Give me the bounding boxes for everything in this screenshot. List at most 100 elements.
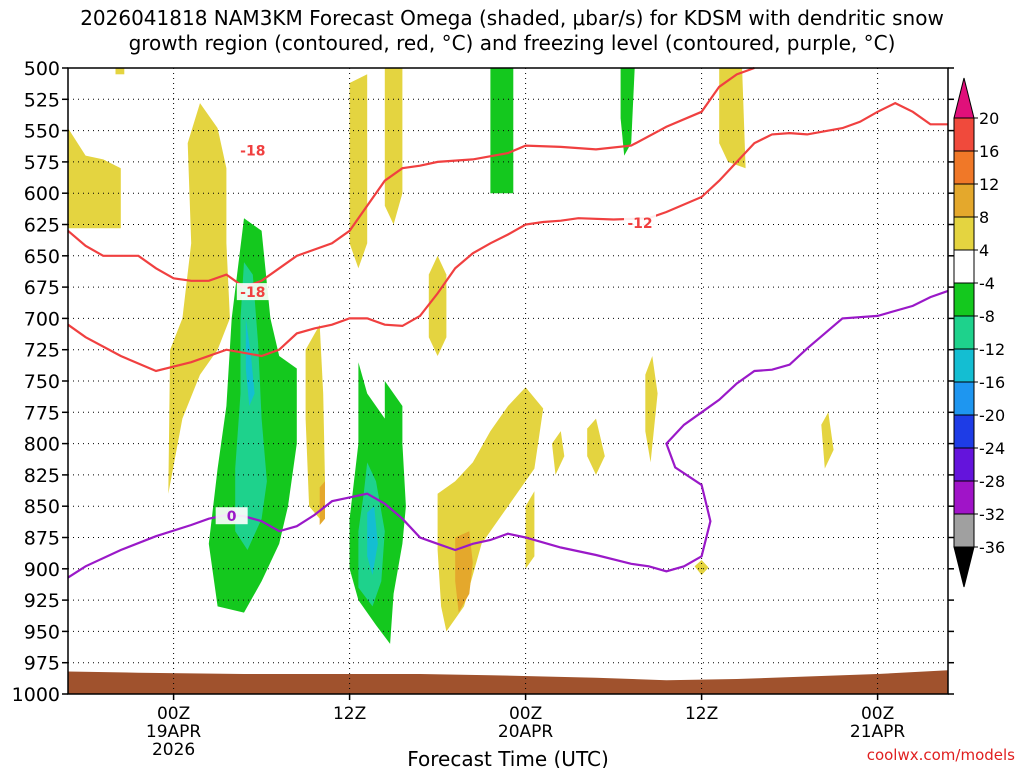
colorbar-swatch	[953, 117, 975, 152]
colorbar-label: -36	[979, 538, 1005, 557]
contour-line-2	[67, 101, 948, 373]
x-tick-label: 00Z	[157, 704, 190, 724]
omega-region-11	[645, 356, 658, 463]
omega-region-0	[68, 128, 121, 229]
omega-region-9	[525, 491, 535, 569]
contour-label-bg	[236, 141, 269, 159]
colorbar-swatch	[953, 480, 975, 515]
omega-region-14	[694, 560, 709, 576]
omega-region-13	[719, 68, 746, 169]
colorbar-label: -24	[979, 439, 1005, 458]
x-tick-label: 2026	[152, 740, 195, 760]
omega-region-19	[235, 262, 267, 550]
credit-text: coolwx.com/models	[867, 746, 1015, 764]
x-tick-label: 20APR	[498, 722, 554, 742]
omega-region-22	[367, 506, 378, 576]
y-tick-label: 675	[24, 277, 60, 299]
y-tick-label: 575	[24, 152, 60, 174]
omega-region-3	[349, 74, 368, 269]
y-tick-label: 650	[24, 246, 60, 268]
colorbar-label: 4	[979, 241, 989, 260]
y-tick-label: 925	[24, 590, 60, 612]
y-tick-label: 950	[24, 621, 60, 643]
y-tick-label: 750	[24, 371, 60, 393]
colorbar-swatch	[953, 282, 975, 317]
omega-region-23	[455, 531, 473, 613]
omega-region-6	[428, 255, 447, 356]
contour-label-bg	[624, 214, 656, 232]
colorbar-swatch	[953, 249, 975, 284]
colorbar-swatch	[953, 414, 975, 449]
contour-layer: -18 -18 -12 0	[67, 66, 949, 579]
colorbar-label: 12	[979, 175, 999, 194]
omega-region-4	[384, 68, 403, 225]
omega-region-8	[552, 431, 565, 475]
colorbar-label: -4	[979, 274, 995, 293]
contour-label: 0	[227, 509, 237, 525]
y-tick-label: 600	[24, 183, 60, 205]
y-tick-label: 525	[24, 89, 60, 111]
omega-region-24	[319, 481, 325, 525]
x-tick-label: 00Z	[861, 704, 894, 724]
chart-title-line1: 2026041818 NAM3KM Forecast Omega (shaded…	[80, 6, 944, 30]
y-tick-label: 825	[24, 465, 60, 487]
colorbar-label: 8	[979, 208, 989, 227]
x-axis-label: Forecast Time (UTC)	[407, 747, 609, 768]
colorbar-label: -32	[979, 505, 1005, 524]
omega-region-18	[620, 68, 635, 156]
x-tick-label: 12Z	[333, 704, 366, 724]
y-tick-label: 625	[24, 215, 60, 237]
omega-region-12	[821, 412, 834, 469]
x-tick-label: 00Z	[509, 704, 542, 724]
omega-region-21	[245, 318, 255, 406]
omega-region-10	[587, 418, 605, 475]
omega-region-5	[305, 324, 325, 519]
omega-region-1	[168, 103, 230, 494]
colorbar-bottom-triangle	[953, 546, 975, 588]
y-tick-label: 975	[24, 653, 60, 675]
colorbar-swatch	[953, 183, 975, 218]
colorbar-label: -16	[979, 373, 1005, 392]
x-tick-label: 21APR	[850, 722, 906, 742]
contour-label-bg	[215, 507, 248, 525]
surface-layer	[68, 670, 948, 694]
contour-line-3	[67, 289, 949, 579]
colorbar-label: -12	[979, 340, 1005, 359]
colorbar-label: 16	[979, 142, 999, 161]
contour-label-bg	[236, 283, 269, 301]
colorbar-label: -20	[979, 406, 1005, 425]
colorbar-label: -28	[979, 472, 1005, 491]
contour-label: -18	[240, 285, 265, 301]
y-axis: 500 525 550 575 600 625 650 675 700 725 750 775 800 8…	[12, 58, 954, 706]
colorbar-swatch	[953, 381, 975, 416]
surface-terrain	[68, 670, 948, 694]
omega-region-2	[115, 68, 125, 75]
contour-label: -18	[240, 144, 265, 160]
colorbar-swatch	[953, 315, 975, 350]
colorbar-swatch	[953, 348, 975, 383]
y-tick-label: 775	[24, 402, 60, 424]
contour-line-0	[67, 66, 755, 289]
x-tick-label: 19APR	[146, 722, 202, 742]
colorbar-swatch	[953, 150, 975, 185]
x-tick-label: 12Z	[685, 704, 718, 724]
y-tick-label: 800	[24, 434, 60, 456]
contour-label: -12	[627, 216, 652, 232]
y-tick-label: 500	[24, 58, 60, 80]
chart-title-line2: growth region (contoured, red, °C) and f…	[129, 31, 896, 55]
y-tick-label: 725	[24, 340, 60, 362]
colorbar-swatch	[953, 447, 975, 482]
colorbar-label: -8	[979, 307, 995, 326]
colorbar-swatch	[953, 216, 975, 251]
colorbar: 20 16 12 8 4 -4 -8 -12 -16 -20 -24 -28 -32 -36	[953, 77, 1005, 588]
colorbar-label: 20	[979, 109, 999, 128]
y-tick-label: 900	[24, 559, 60, 581]
y-tick-label: 550	[24, 121, 60, 143]
y-tick-label: 850	[24, 496, 60, 518]
y-tick-label: 700	[24, 308, 60, 330]
gridlines	[68, 68, 948, 694]
y-tick-label: 875	[24, 528, 60, 550]
omega-region-17	[490, 68, 514, 194]
